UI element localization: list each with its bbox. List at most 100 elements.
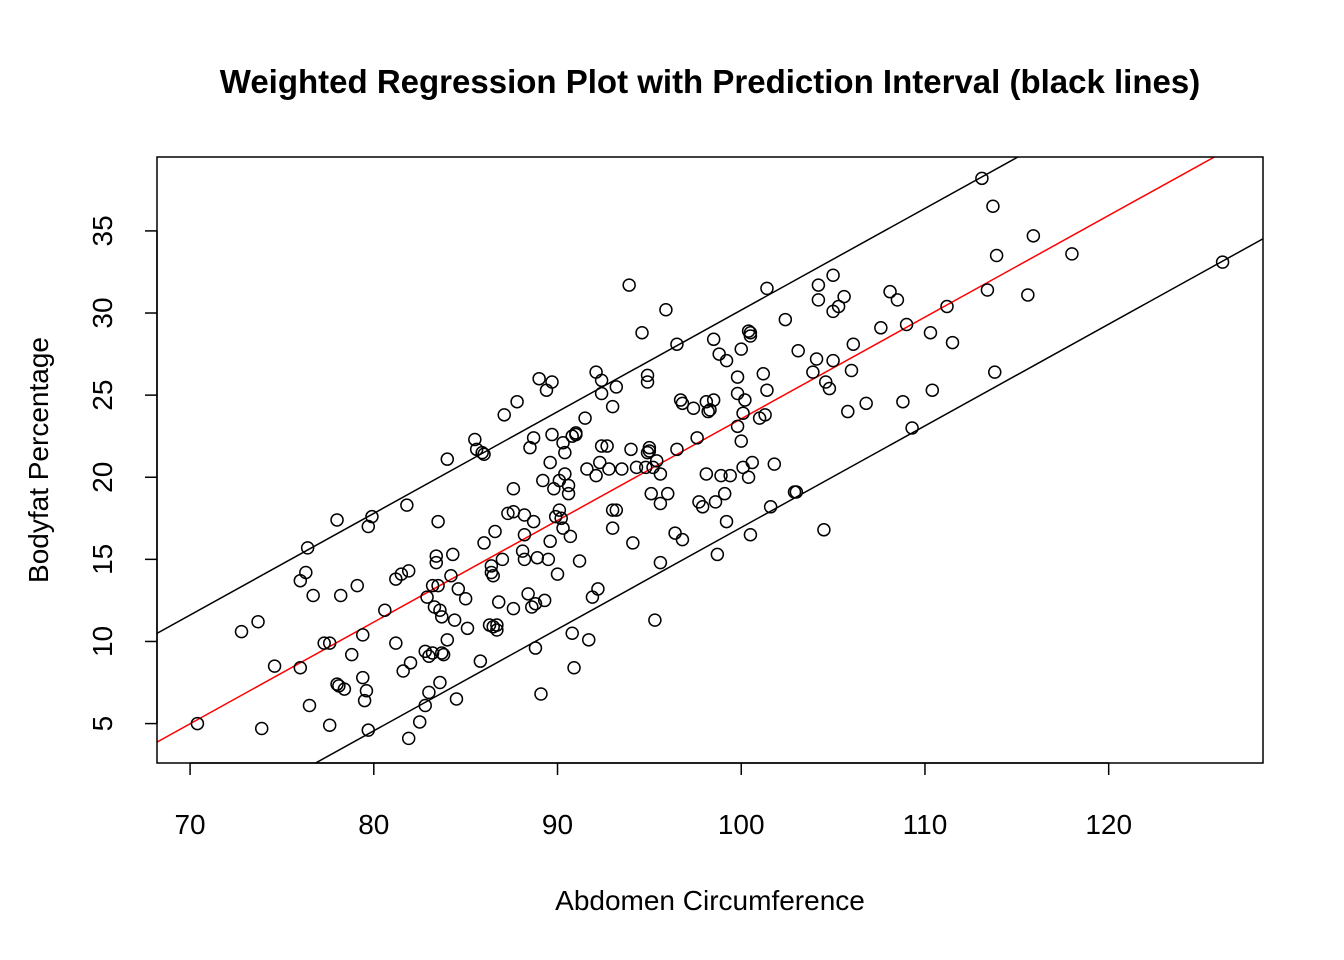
data-point [719,514,734,529]
data-point [330,677,344,691]
data-point [517,552,532,567]
data-point [648,613,662,627]
data-point [548,509,563,524]
data-point [401,564,416,578]
data-point [605,399,620,414]
data-point [234,624,249,639]
fit-line [157,157,1216,743]
data-point [745,455,760,470]
data-point [536,473,550,488]
data-point [543,455,557,470]
data-point [299,565,313,580]
data-point [817,523,831,537]
data-point [545,375,559,389]
data-point [975,171,989,186]
data-point [400,498,414,512]
data-point [431,514,445,529]
data-point [626,536,640,550]
data-point [1215,255,1230,269]
data-point [736,406,750,420]
data-point [581,633,596,647]
data-point [756,367,771,381]
x-tick-label: 100 [718,809,765,840]
data-point [378,603,392,618]
data-point [547,481,561,496]
data-point [537,593,552,608]
data-point [333,588,348,603]
data-point [743,329,758,343]
data-point [359,683,374,698]
y-tick-label: 15 [87,544,118,575]
data-point [1026,229,1041,243]
data-point [565,626,579,641]
data-point [578,411,592,425]
data-point [488,524,502,539]
data-point [350,578,365,593]
data-point [501,506,515,521]
data-point [826,353,840,368]
x-axis: 70 80 90 100 110 120 [174,762,1132,840]
data-point [706,393,721,407]
data-point [778,312,793,327]
data-point [550,567,565,581]
data-point [811,293,826,307]
data-point [510,394,524,409]
data-point [594,386,609,401]
data-point [767,457,782,471]
data-point [293,573,308,588]
y-axis-label: Bodyfat Percentage [23,337,54,583]
data-point [826,268,840,282]
data-points [190,171,1230,746]
data-point [670,337,684,351]
data-point [528,641,543,655]
data-point [600,439,614,453]
data-point [490,618,504,632]
data-point [401,731,416,746]
data-point [506,601,521,616]
data-point [554,511,568,526]
data-point [361,723,376,737]
data-point [659,302,673,317]
data-point [653,496,668,511]
data-point [988,365,1002,379]
data-point [743,325,758,340]
data-point [734,434,748,448]
data-point [734,342,748,356]
x-tick-label: 110 [903,809,948,840]
data-point [422,685,436,700]
data-point [615,462,629,476]
data-point [844,363,859,378]
data-point [517,508,532,522]
data-point [670,442,684,457]
data-point [738,393,752,407]
data-point [449,692,464,706]
data-point [556,436,570,450]
data-point [477,447,491,462]
data-point [444,569,458,583]
data-point [883,284,897,299]
data-point [357,693,372,708]
prediction-lower-line [314,238,1263,763]
data-point [447,613,462,627]
data-point [585,590,600,604]
data-point [440,633,455,647]
data-point [563,529,578,544]
data-point [695,500,710,514]
plot-frame [156,156,1264,764]
data-point [730,386,745,401]
data-point [594,373,609,388]
data-point [896,394,910,409]
data-point [251,615,265,629]
data-point [356,670,370,685]
y-tick-label: 20 [87,462,118,493]
data-point [837,289,851,304]
data-point [602,462,616,476]
data-point [317,636,331,650]
y-tick-label: 35 [87,215,118,246]
data-point [635,325,649,340]
data-point [532,371,546,386]
data-point [806,365,820,379]
data-point [484,559,499,573]
data-point [433,675,447,690]
data-point [660,486,675,501]
